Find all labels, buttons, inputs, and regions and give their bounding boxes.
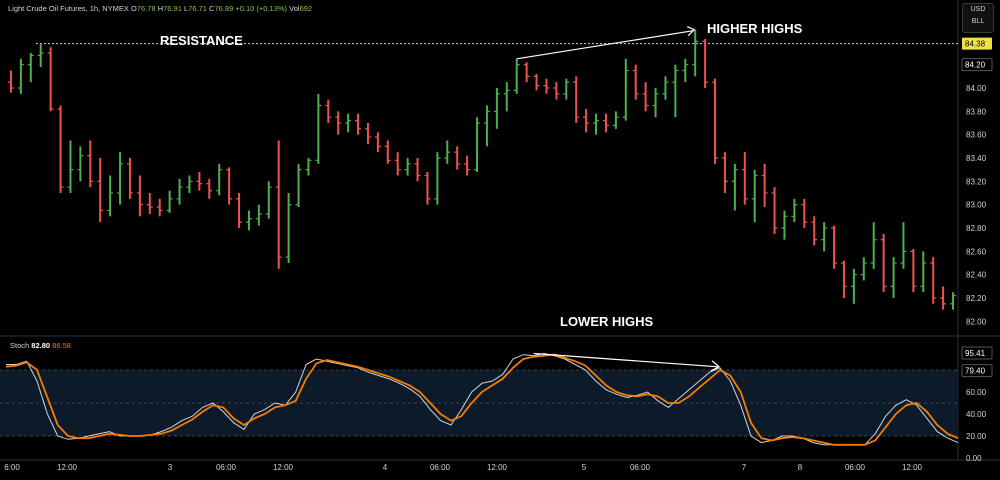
price-tick-label: 82.00 — [966, 317, 987, 326]
price-tick-label: 82.40 — [966, 271, 987, 280]
unit-label: BLL — [971, 18, 985, 25]
price-tick-label: 83.80 — [966, 107, 987, 116]
stoch-d-value: 86.58 — [52, 341, 71, 350]
higher-highs-arrow — [516, 30, 694, 60]
price-tick-label: 83.40 — [966, 154, 987, 163]
stoch-d-line — [5, 353, 959, 446]
stoch-level-tag — [961, 364, 993, 378]
price-tick-label: 82.60 — [966, 247, 987, 256]
high-value: 76.91 — [163, 4, 182, 13]
price-tick-label: 82.20 — [966, 294, 987, 303]
price-tick-label: 83.00 — [966, 201, 987, 210]
annotation-higher-highs: HIGHER HIGHS — [707, 21, 803, 36]
stoch-level-tag — [961, 346, 993, 360]
price-tick-label: 83.60 — [966, 131, 987, 140]
annotation-lower-highs: LOWER HIGHS — [560, 314, 653, 329]
time-tick-label: 7 — [742, 463, 747, 472]
time-tick-label: 06:00 — [216, 463, 237, 472]
lower-highs-arrowhead — [710, 360, 721, 372]
stoch-tick-label: 60.00 — [966, 388, 987, 397]
time-tick-label: 4 — [383, 463, 388, 472]
time-tick-label: 12:00 — [57, 463, 78, 472]
time-tick-label: 8 — [798, 463, 803, 472]
stoch-tick-label: 20.00 — [966, 432, 987, 441]
time-tick-label: 5 — [582, 463, 587, 472]
low-value: 76.71 — [188, 4, 207, 13]
time-tick-label: 12:00 — [273, 463, 294, 472]
time-tick-label: 12:00 — [487, 463, 508, 472]
open-value: 76.78 — [136, 4, 156, 13]
time-tick-label: 06:00 — [430, 463, 451, 472]
volume-label: Vol — [289, 4, 300, 13]
stoch-label: Stoch — [10, 341, 30, 350]
resistance-price-tag — [962, 37, 992, 50]
price-tick-label: 83.20 — [966, 177, 987, 186]
stoch-tick-label: 0.00 — [966, 454, 982, 463]
stoch-band-fill — [0, 370, 958, 436]
stoch-tick-label: 40.00 — [966, 410, 987, 419]
time-tick-label: 06:00 — [630, 463, 651, 472]
stoch-k-value: 82.80 — [31, 341, 51, 350]
stoch-header: Stoch 82.80 86.58 — [10, 341, 71, 350]
last-price-tag-label: 84.20 — [965, 61, 986, 70]
time-tick-label: 06:00 — [845, 463, 866, 472]
currency-unit-button[interactable]: USD BLL — [962, 3, 994, 33]
higher-highs-arrowhead — [686, 26, 696, 37]
stoch-level-tag-label: 95.41 — [965, 349, 986, 358]
price-tick-label: 84.00 — [966, 84, 987, 93]
change-value: +0.10 (+0.13%) — [235, 4, 288, 13]
low-label: L — [184, 4, 189, 13]
open-label: O — [130, 4, 137, 13]
last-price-tag — [961, 58, 993, 72]
time-tick-label: 12:00 — [902, 463, 923, 472]
price-tick-label: 82.80 — [966, 224, 987, 233]
close-label: C — [209, 4, 215, 13]
volume-value: 692 — [299, 4, 313, 13]
currency-label: USD — [970, 6, 986, 13]
high-label: H — [157, 4, 164, 13]
chart-header: Light Crude Oil Futures, 1h, NYMEX O76.7… — [8, 4, 312, 13]
resistance-price-tag-label: 84.38 — [965, 40, 986, 49]
instrument-title: Light Crude Oil Futures, 1h, NYMEX — [8, 4, 129, 13]
time-tick-label: 6:00 — [4, 463, 20, 472]
stoch-level-tag-label: 79.40 — [965, 367, 986, 376]
close-value: 76.89 — [214, 4, 234, 13]
annotation-resistance: RESISTANCE — [160, 33, 243, 48]
lower-highs-arrow — [533, 352, 719, 368]
time-tick-label: 3 — [168, 463, 173, 472]
